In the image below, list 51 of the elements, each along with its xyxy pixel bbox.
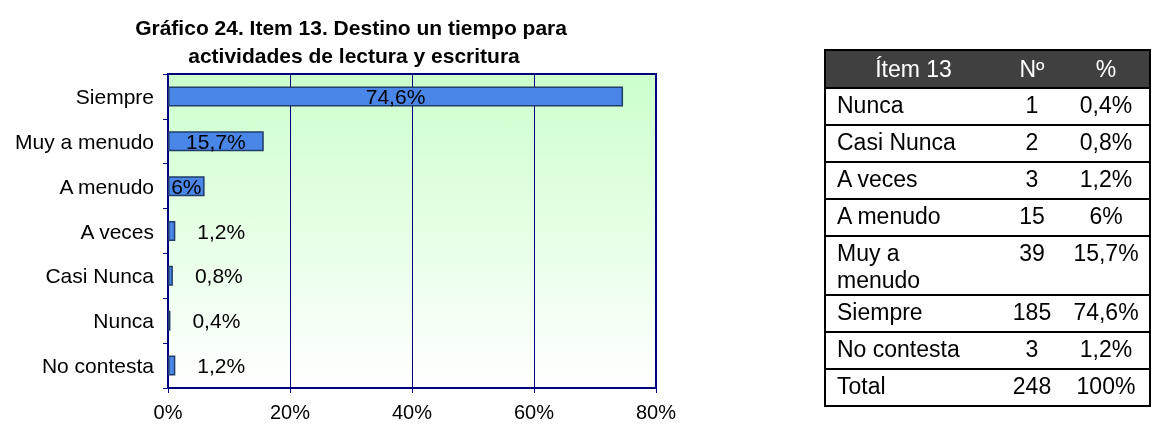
category-label: Total: [825, 369, 1001, 406]
y-tick-label: A veces: [80, 219, 154, 243]
data-label: 248: [1001, 369, 1063, 406]
text: Nº: [1001, 50, 1063, 88]
category-label: A menudo: [825, 199, 1001, 236]
data-label: 74,6%: [1063, 295, 1150, 332]
data-label: 15,7%: [186, 129, 246, 153]
text: Ítem 13: [825, 50, 1001, 88]
data-label: 1,2%: [1063, 162, 1150, 199]
category-label: A veces: [825, 162, 1001, 199]
data-label: 15,7%: [1063, 236, 1150, 295]
category-label: No contesta: [825, 332, 1001, 369]
data-label: 0,8%: [1063, 125, 1150, 162]
data-label: 6%: [1063, 199, 1150, 236]
bar: [168, 86, 624, 107]
category-label: Casi Nunca: [825, 125, 1001, 162]
data-label: 185: [1001, 295, 1063, 332]
chart-title: Gráfico 24. Item 13. Destino un tiempo para actividades de lectura y escritura: [135, 15, 573, 67]
y-tick-label: Nunca: [93, 309, 155, 333]
data-label: 15: [1001, 199, 1063, 236]
y-tick-label: Casi Nunca: [45, 264, 155, 288]
data-label: 39: [1001, 236, 1063, 295]
bar: [168, 265, 173, 286]
x-tick-label: 20%: [269, 401, 311, 423]
data-label: 2: [1001, 125, 1063, 162]
data-label: 1,2%: [197, 219, 246, 243]
data-label: 74,6%: [365, 84, 426, 108]
data-label: 1,2%: [1063, 332, 1150, 369]
data-label: 1: [1001, 88, 1063, 125]
x-tick-label: 60%: [513, 401, 555, 423]
x-tick-label: 40%: [391, 401, 433, 423]
data-label: 6%: [171, 174, 202, 198]
category-label: Muy a menudo: [825, 236, 1001, 295]
data-label: 3: [1001, 162, 1063, 199]
y-tick-label: Siempre: [75, 84, 154, 108]
data-label: 0,4%: [192, 309, 241, 333]
data-label: 0,4%: [1063, 88, 1150, 125]
data-label: 3: [1001, 332, 1063, 369]
y-tick-label: Muy a menudo: [15, 129, 154, 153]
bar: [168, 221, 176, 241]
x-tick-label: 0%: [153, 401, 183, 423]
bar: [168, 355, 176, 376]
x-tick-label: 80%: [635, 401, 677, 423]
data-label: 0,8%: [194, 264, 243, 288]
y-tick-label: A menudo: [59, 174, 154, 198]
category-label: Nunca: [825, 88, 1001, 125]
data-label: 1,2%: [197, 354, 246, 378]
data-label: 100%: [1063, 369, 1150, 406]
y-tick-label: No contesta: [41, 354, 155, 378]
legend-label: %: [1063, 50, 1150, 88]
category-label: Siempre: [825, 295, 1001, 332]
